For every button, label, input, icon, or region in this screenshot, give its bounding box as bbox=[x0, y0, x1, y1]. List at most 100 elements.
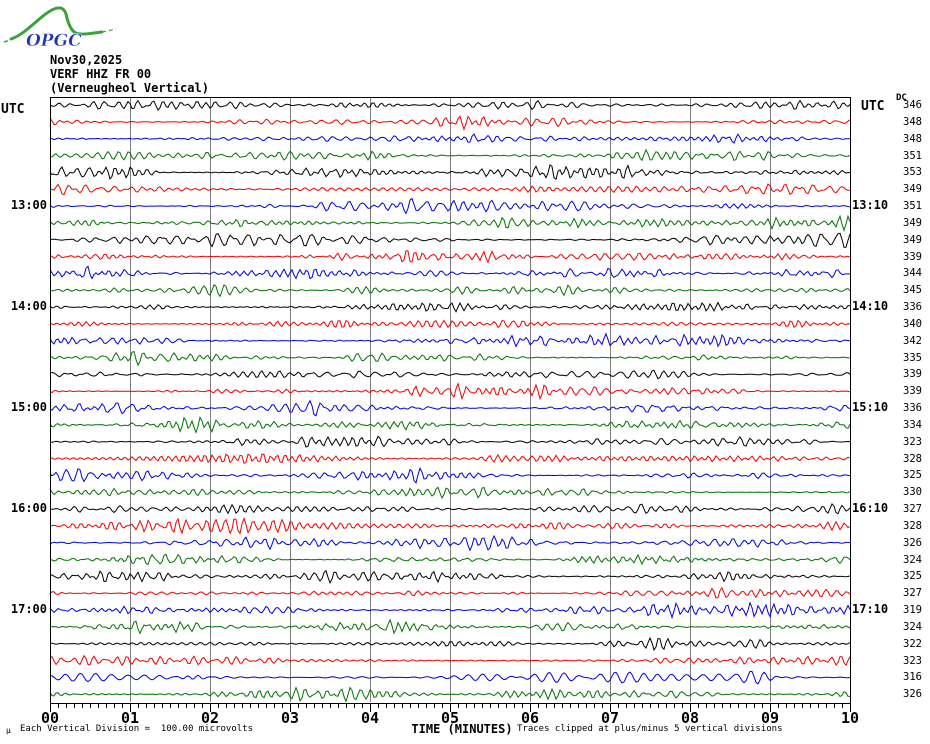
seismogram-trace bbox=[49, 415, 851, 434]
row-dc-value: 348 bbox=[903, 116, 922, 128]
seismogram-trace bbox=[49, 435, 851, 448]
x-tick-label: 05 bbox=[440, 709, 460, 727]
row-dc-value: 349 bbox=[903, 183, 922, 195]
row-left-label: 14:00 bbox=[10, 299, 47, 313]
x-tick-label: 01 bbox=[120, 709, 140, 727]
row-dc-value: 328 bbox=[903, 453, 922, 465]
seismogram-trace bbox=[49, 636, 851, 652]
row-dc-value: 325 bbox=[903, 570, 922, 582]
row-dc-value: 328 bbox=[903, 520, 922, 532]
seismogram-trace bbox=[49, 214, 851, 233]
seismogram-trace bbox=[49, 250, 851, 264]
row-dc-value: 327 bbox=[903, 587, 922, 599]
trace-lines bbox=[49, 99, 851, 703]
row-dc-value: 336 bbox=[903, 402, 922, 414]
row-dc-value: 335 bbox=[903, 352, 922, 364]
row-dc-value: 330 bbox=[903, 486, 922, 498]
row-dc-value: 325 bbox=[903, 469, 922, 481]
x-tick-label: 02 bbox=[200, 709, 220, 727]
utc-header-left: UTC bbox=[1, 102, 25, 117]
row-dc-value: 334 bbox=[903, 419, 922, 431]
seismogram-trace bbox=[49, 686, 851, 703]
row-left-label: 17:00 bbox=[10, 602, 47, 616]
row-dc-value: 323 bbox=[903, 436, 922, 448]
x-tick-label: 03 bbox=[280, 709, 300, 727]
row-dc-value: 322 bbox=[903, 638, 922, 650]
seismogram-trace bbox=[49, 516, 851, 535]
logo-dash-right bbox=[101, 28, 117, 33]
minute-gridlines bbox=[130, 98, 771, 702]
seismogram-trace bbox=[49, 382, 851, 401]
seismogram-trace bbox=[49, 148, 851, 162]
row-dc-value: 319 bbox=[903, 604, 922, 616]
seismogram-trace bbox=[49, 569, 851, 585]
row-dc-value: 348 bbox=[903, 133, 922, 145]
row-dc-value: 323 bbox=[903, 655, 922, 667]
micro-glyph: µ bbox=[6, 726, 11, 735]
row-right-label: 14:10 bbox=[852, 299, 889, 313]
seismogram-trace bbox=[49, 197, 851, 215]
row-dc-value: 327 bbox=[903, 503, 922, 515]
x-tick-label: 08 bbox=[680, 709, 700, 727]
row-right-label: 13:10 bbox=[852, 198, 889, 212]
seismogram-trace bbox=[49, 670, 851, 685]
seismogram-trace bbox=[49, 369, 851, 380]
logo-swoosh bbox=[9, 6, 104, 41]
row-dc-value: 339 bbox=[903, 385, 922, 397]
x-axis-title: TIME (MINUTES) bbox=[411, 722, 513, 736]
seismogram-trace bbox=[49, 486, 851, 500]
seismogram-trace bbox=[49, 164, 851, 181]
x-tick-label: 09 bbox=[760, 709, 780, 727]
seismogram-trace bbox=[49, 265, 850, 280]
seismogram-trace bbox=[49, 350, 851, 367]
row-left-label: 15:00 bbox=[10, 400, 47, 414]
x-tick-label: 04 bbox=[360, 709, 380, 727]
seismogram-trace bbox=[49, 601, 851, 620]
date-label: Nov30,2025 bbox=[50, 53, 123, 67]
seismogram-trace bbox=[49, 183, 851, 196]
row-dc-value: 345 bbox=[903, 284, 922, 296]
dc-column-header: DC bbox=[896, 93, 907, 103]
row-right-label: 16:10 bbox=[852, 501, 889, 515]
x-tick-label: 07 bbox=[600, 709, 620, 727]
row-dc-value: 316 bbox=[903, 671, 922, 683]
row-dc-value: 349 bbox=[903, 234, 922, 246]
row-dc-value: 340 bbox=[903, 318, 922, 330]
seismogram-trace bbox=[49, 283, 851, 298]
seismogram-trace bbox=[49, 115, 851, 131]
seismogram-trace bbox=[49, 618, 851, 635]
station-description: (Verneugheol Vertical) bbox=[50, 81, 209, 95]
row-left-label: 16:00 bbox=[10, 501, 47, 515]
x-tick-label: 10 bbox=[840, 709, 860, 727]
seismogram-trace bbox=[49, 232, 851, 248]
row-dc-value: 351 bbox=[903, 150, 922, 162]
row-right-label: 15:10 bbox=[852, 400, 889, 414]
row-dc-value: 344 bbox=[903, 267, 922, 279]
x-tick-label: 06 bbox=[520, 709, 540, 727]
opgc-logo: OPGC bbox=[3, 6, 117, 51]
seismogram-trace bbox=[49, 587, 851, 599]
row-dc-value: 339 bbox=[903, 251, 922, 263]
seismogram-trace bbox=[49, 301, 851, 313]
row-dc-value: 339 bbox=[903, 368, 922, 380]
x-tick-label: 00 bbox=[40, 709, 60, 727]
x-axis-ticks bbox=[50, 703, 851, 712]
row-dc-value: 336 bbox=[903, 301, 922, 313]
seismogram-trace bbox=[49, 133, 851, 144]
seismogram-trace bbox=[49, 319, 851, 329]
row-dc-value: 342 bbox=[903, 335, 922, 347]
logo-text: OPGC bbox=[26, 31, 82, 51]
scale-note: Each Vertical Division = 100.00 microvol… bbox=[20, 724, 253, 734]
row-dc-value: 326 bbox=[903, 688, 922, 700]
clip-note: Traces clipped at plus/minus 5 vertical … bbox=[517, 724, 783, 734]
utc-header-right: UTC bbox=[861, 99, 885, 114]
seismogram-trace bbox=[49, 534, 851, 552]
seismogram-trace bbox=[49, 399, 851, 417]
row-left-label: 13:00 bbox=[10, 198, 47, 212]
row-dc-value: 324 bbox=[903, 554, 922, 566]
seismogram-trace bbox=[49, 332, 850, 348]
row-dc-value: 353 bbox=[903, 166, 922, 178]
row-dc-value: 324 bbox=[903, 621, 922, 633]
seismogram-trace bbox=[49, 99, 851, 112]
